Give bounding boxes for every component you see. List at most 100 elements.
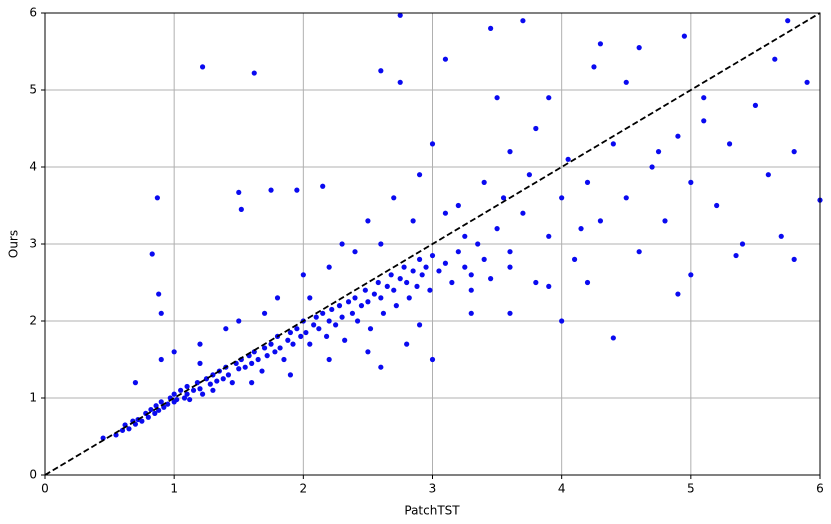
point <box>268 187 274 193</box>
point <box>427 287 433 293</box>
point <box>264 353 270 359</box>
point <box>223 326 229 332</box>
point <box>791 149 797 155</box>
y-tick-label: 3 <box>29 237 37 251</box>
x-tick-label: 4 <box>558 482 566 496</box>
point <box>214 378 220 384</box>
point <box>139 418 145 424</box>
point <box>238 206 244 212</box>
point <box>397 276 403 282</box>
point <box>378 241 384 247</box>
point <box>190 387 197 393</box>
point <box>158 356 164 363</box>
point <box>352 295 358 301</box>
point <box>481 256 487 262</box>
reference-line <box>44 12 821 476</box>
point <box>158 310 164 316</box>
point <box>281 356 287 363</box>
point <box>210 387 216 393</box>
point <box>462 264 468 270</box>
point <box>597 41 604 47</box>
point <box>488 276 494 282</box>
point <box>584 179 591 185</box>
point <box>333 322 339 328</box>
point <box>261 345 268 351</box>
point <box>316 326 322 332</box>
points <box>100 12 823 441</box>
point <box>323 333 330 339</box>
point <box>494 95 500 101</box>
point <box>145 414 151 420</box>
point <box>156 291 162 297</box>
x-tick-label: 5 <box>687 482 695 496</box>
x-tick-label: 1 <box>170 482 178 496</box>
point <box>578 226 584 232</box>
point <box>404 279 410 286</box>
point <box>148 406 154 413</box>
point <box>481 179 487 185</box>
point <box>416 256 423 262</box>
point <box>401 264 407 270</box>
point <box>778 233 784 239</box>
point <box>410 218 416 224</box>
point <box>365 299 371 305</box>
point <box>591 64 597 70</box>
point <box>349 310 356 316</box>
point <box>442 56 449 62</box>
point <box>785 18 791 24</box>
point <box>559 195 565 201</box>
point <box>384 283 390 289</box>
point <box>251 70 257 76</box>
point <box>249 360 255 366</box>
point <box>300 272 306 278</box>
point <box>378 295 384 301</box>
point <box>419 272 425 278</box>
point <box>391 195 397 201</box>
point <box>126 426 132 432</box>
point <box>329 306 335 313</box>
point <box>303 329 309 336</box>
point <box>152 410 158 416</box>
point <box>184 391 190 397</box>
point <box>274 295 281 301</box>
point <box>285 337 291 343</box>
point <box>371 291 377 297</box>
point <box>236 189 242 196</box>
point <box>662 218 668 224</box>
point <box>187 396 193 403</box>
point <box>436 268 442 274</box>
point <box>416 172 423 178</box>
point <box>197 386 203 392</box>
x-tick-label: 2 <box>300 482 308 496</box>
point <box>397 12 403 18</box>
point <box>154 195 160 201</box>
point <box>714 202 720 209</box>
point <box>475 241 481 247</box>
point <box>255 356 261 363</box>
point <box>311 322 317 328</box>
point <box>468 287 474 293</box>
point <box>442 210 449 216</box>
point <box>455 202 461 209</box>
y-tick-label: 6 <box>29 6 37 20</box>
point <box>249 380 255 386</box>
point <box>174 396 180 403</box>
point <box>290 341 296 347</box>
point <box>507 249 513 255</box>
point <box>726 141 733 147</box>
point <box>261 310 268 316</box>
point <box>507 149 513 155</box>
point <box>429 141 436 147</box>
point <box>429 252 436 259</box>
point <box>610 141 616 147</box>
point <box>272 349 278 355</box>
point <box>100 435 106 441</box>
point <box>197 341 203 347</box>
point <box>339 314 345 320</box>
point <box>507 310 513 316</box>
point <box>701 95 707 101</box>
point <box>326 264 332 270</box>
point <box>388 272 394 278</box>
point <box>610 335 616 341</box>
